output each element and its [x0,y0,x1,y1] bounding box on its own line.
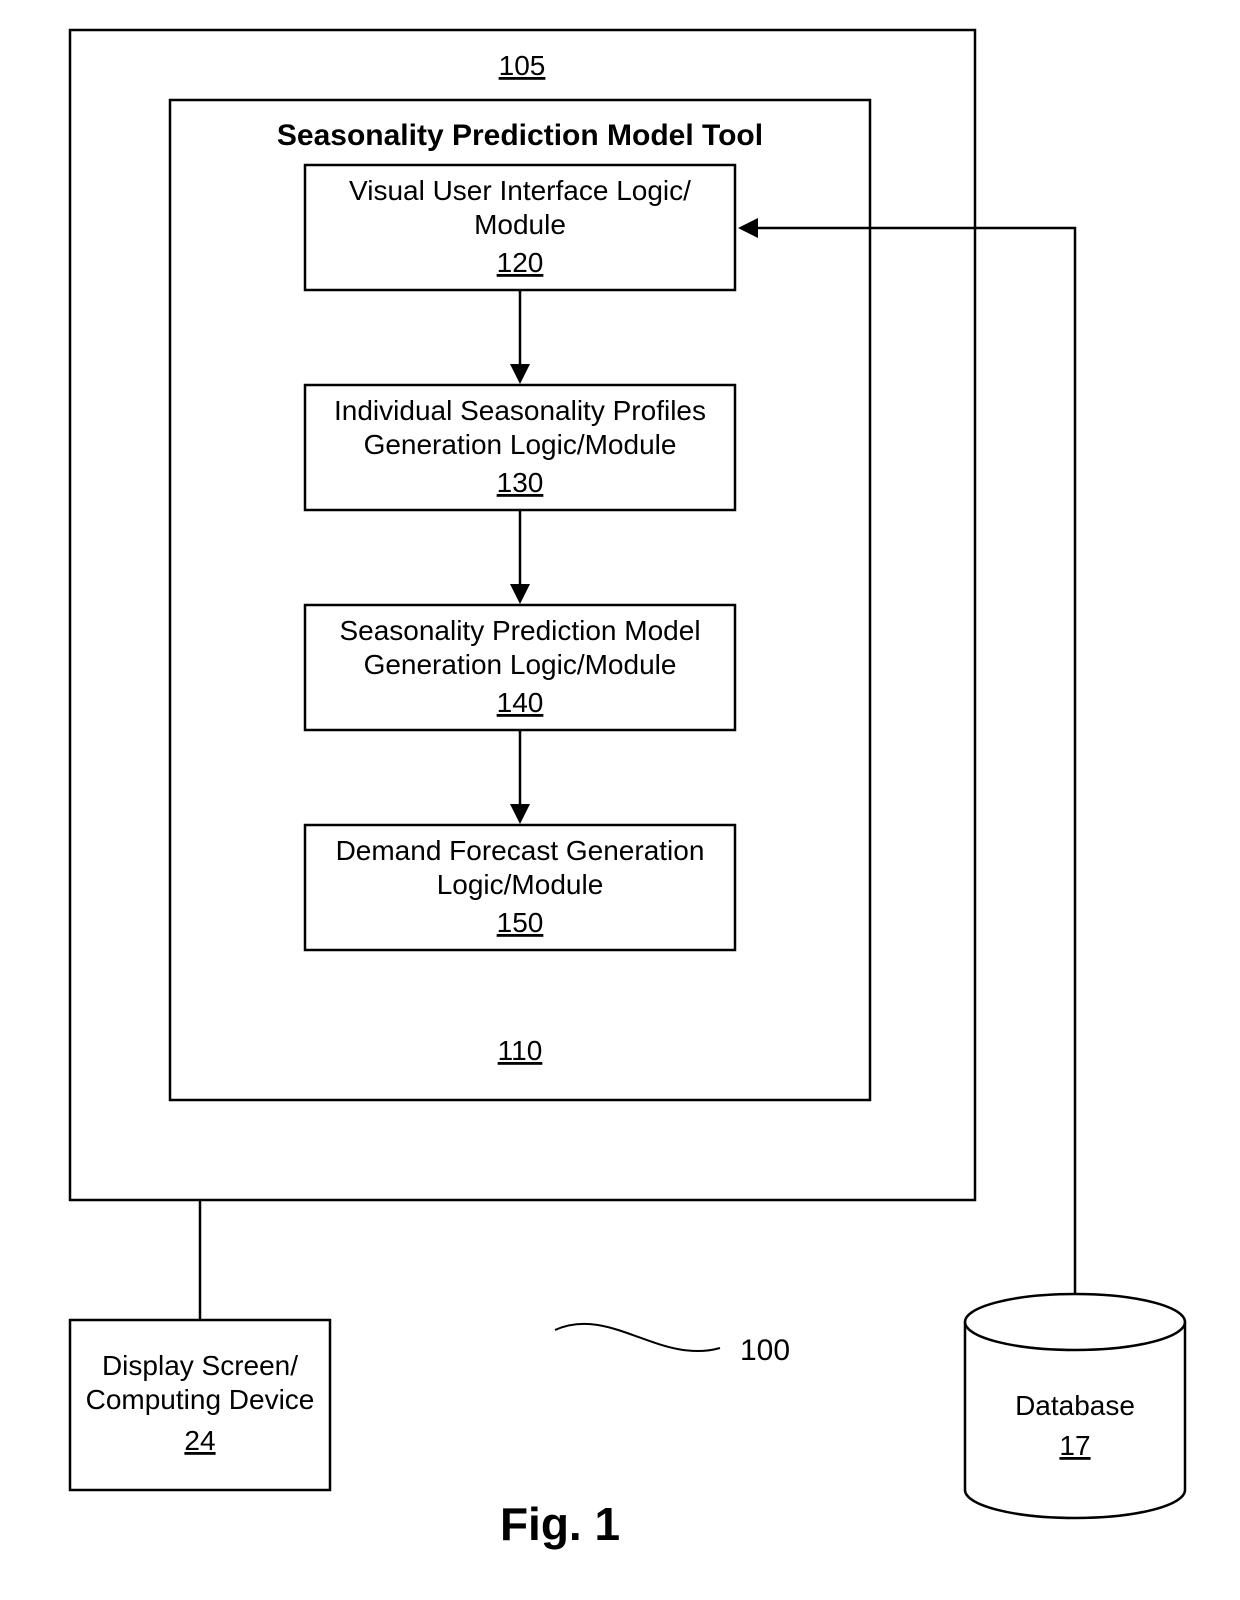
outer-box-ref: 105 [499,50,546,81]
figure-caption: Fig. 1 [500,1498,620,1550]
module-130: Individual Seasonality Profiles Generati… [305,385,735,510]
display-line2: Computing Device [86,1384,315,1415]
database-label: Database [1015,1390,1135,1421]
module-130-line1: Individual Seasonality Profiles [334,395,706,426]
database-ref: 17 [1059,1430,1090,1461]
module-140-line2: Generation Logic/Module [364,649,677,680]
module-150-line2: Logic/Module [437,869,604,900]
module-120: Visual User Interface Logic/ Module 120 [305,165,735,290]
module-140-ref: 140 [497,687,544,718]
module-130-ref: 130 [497,467,544,498]
tool-box-ref: 110 [498,1035,543,1066]
callout-curve [555,1324,720,1351]
callout-ref-100: 100 [740,1334,790,1367]
module-140-line1: Seasonality Prediction Model [339,615,700,646]
display-ref: 24 [184,1425,215,1456]
module-130-line2: Generation Logic/Module [364,429,677,460]
figure-1-diagram: 105 Seasonality Prediction Model Tool 11… [0,0,1240,1600]
module-120-line2: Module [474,209,566,240]
connector-db-to-module120 [742,228,1075,1294]
module-150-ref: 150 [497,907,544,938]
module-140: Seasonality Prediction Model Generation … [305,605,735,730]
module-150-line1: Demand Forecast Generation [336,835,705,866]
module-150: Demand Forecast Generation Logic/Module … [305,825,735,950]
module-120-ref: 120 [497,247,544,278]
tool-box-title: Seasonality Prediction Model Tool [277,119,763,152]
module-120-line1: Visual User Interface Logic/ [349,175,691,206]
display-line1: Display Screen/ [102,1350,298,1381]
database-cylinder: Database 17 [965,1294,1185,1518]
display-device-box: Display Screen/ Computing Device 24 [70,1320,330,1490]
